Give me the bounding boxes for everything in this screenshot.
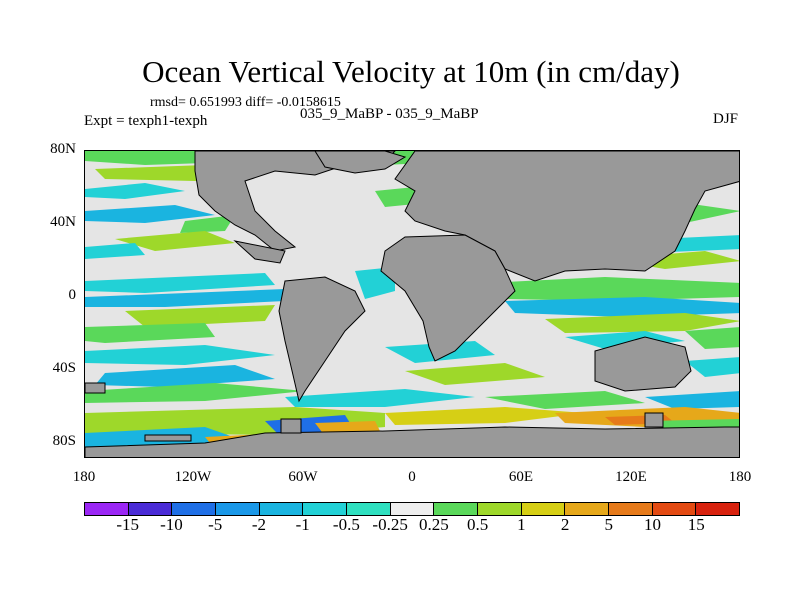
colorbar-label: 2 — [560, 515, 570, 534]
colorbar-swatch — [565, 503, 610, 515]
colorbar-label: 1 — [517, 515, 526, 534]
lat-label: 40N — [50, 214, 76, 230]
colorbar-label: -1 — [295, 515, 310, 534]
colorbar-label: -5 — [208, 515, 223, 534]
colorbar-swatch — [521, 503, 566, 515]
lon-label: 120E — [615, 469, 647, 485]
colorbar-swatch — [478, 503, 522, 515]
plot-title: Ocean Vertical Velocity at 10m (in cm/da… — [142, 54, 680, 89]
lon-label: 0 — [408, 469, 416, 485]
colorbar-swatch — [390, 503, 435, 515]
colorbar-label: -10 — [160, 515, 183, 534]
colorbar-label: 0.25 — [418, 515, 449, 534]
lat-label: 0 — [68, 287, 77, 303]
colorbar-swatch — [85, 503, 129, 515]
stats-text: rmsd= 0.651993 diff= -0.0158615 — [150, 95, 341, 110]
lon-label: 180 — [72, 469, 96, 485]
map-panel — [84, 150, 740, 458]
lat-label: 80N — [50, 141, 76, 157]
colorbar-swatch — [347, 503, 391, 515]
lon-label: 60W — [288, 469, 318, 485]
colorbar-swatch — [259, 503, 304, 515]
colorbar-swatch — [652, 503, 697, 515]
lon-label: 120W — [174, 469, 212, 485]
colorbar-label: 15 — [687, 515, 705, 534]
lat-label: 40S — [52, 360, 76, 376]
colorbar-swatch — [434, 503, 479, 515]
colorbar-label: -0.25 — [372, 515, 408, 534]
colorbar-label: -2 — [251, 515, 266, 534]
season-label: DJF — [713, 111, 739, 127]
lon-label: 180 — [728, 469, 752, 485]
colorbar-label: 5 — [604, 515, 614, 534]
colorbar-swatch — [172, 503, 217, 515]
colorbar — [84, 502, 740, 516]
experiment-ids: 035_9_MaBP - 035_9_MaBP — [300, 106, 479, 122]
colorbar-swatch — [216, 503, 260, 515]
colorbar-label: 10 — [644, 515, 662, 534]
colorbar-swatch — [609, 503, 653, 515]
lat-label: 80S — [52, 433, 76, 449]
colorbar-swatch — [696, 503, 740, 515]
colorbar-label: -0.5 — [332, 515, 360, 534]
lon-label: 60E — [508, 469, 534, 485]
colorbar-label: 0.5 — [466, 515, 489, 534]
land-masses — [85, 151, 739, 457]
map-canvas — [85, 151, 739, 457]
experiment-label: Expt = texph1-texph — [84, 113, 208, 129]
colorbar-swatch — [303, 503, 348, 515]
colorbar-label: -15 — [116, 515, 140, 534]
colorbar-swatch — [128, 503, 173, 515]
